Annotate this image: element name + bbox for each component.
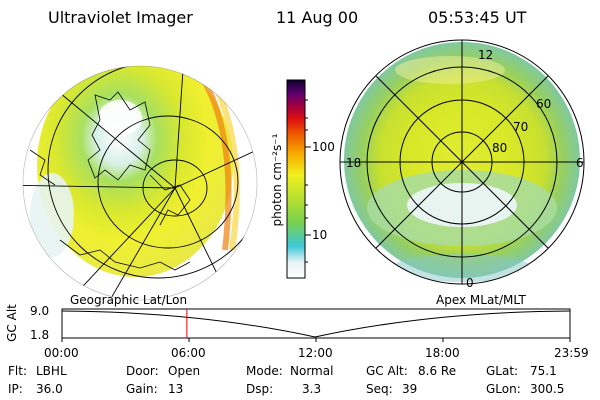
mlt-label-6: 6 xyxy=(576,156,584,170)
glat-value: 75.1 xyxy=(530,364,557,378)
colorbar-tick-10: 10 xyxy=(312,228,328,242)
door-value: Open xyxy=(168,364,201,378)
door-label: Door: xyxy=(126,364,159,378)
mlt-label-12: 12 xyxy=(478,48,494,62)
magnetic-map-panel xyxy=(339,39,585,285)
gc-alt-label: GC Alt: xyxy=(366,364,408,378)
timeline-x-tick: 23:59 xyxy=(554,346,589,360)
glon-value: 300.5 xyxy=(530,382,565,396)
colorbar-unit-label: photon cm⁻²s⁻¹ xyxy=(270,133,284,227)
dsp-value: 3.3 xyxy=(302,382,322,396)
seq-value: 39 xyxy=(402,382,418,396)
timeline-x-tick: 00:00 xyxy=(44,346,79,360)
timeline-x-tick: 18:00 xyxy=(425,346,460,360)
timeline-x-tick: 12:00 xyxy=(298,346,333,360)
gc-alt-value: 8.6 Re xyxy=(418,364,457,378)
filter-value: LBHL xyxy=(36,364,67,378)
timeline-y-tick-min: 1.8 xyxy=(30,328,50,342)
orbit-timeline xyxy=(61,308,571,342)
glon-label: GLon: xyxy=(486,382,521,396)
dsp-label: Dsp: xyxy=(246,382,274,396)
mlt-label-0: 0 xyxy=(466,276,474,290)
timeline-x-tick: 06:00 xyxy=(171,346,206,360)
observation-date: 11 Aug 00 xyxy=(276,8,359,27)
mlat-label-80: 80 xyxy=(492,141,508,155)
mode-value: Normal xyxy=(290,364,334,378)
timeline-axis-label: GC Alt xyxy=(5,304,19,342)
colorbar-tick-100: 100 xyxy=(312,140,335,154)
mode-label: Mode: xyxy=(246,364,283,378)
mlt-label-18: 18 xyxy=(346,156,362,170)
glat-label: GLat: xyxy=(486,364,519,378)
observation-time: 05:53:45 UT xyxy=(428,8,527,27)
mlat-label-60: 60 xyxy=(536,97,552,111)
gain-label: Gain: xyxy=(126,382,158,396)
timeline-y-tick-max: 9.0 xyxy=(30,304,50,318)
gain-value: 13 xyxy=(168,382,184,396)
color-bar xyxy=(286,79,311,279)
ip-label: IP: xyxy=(8,382,23,396)
seq-label: Seq: xyxy=(366,382,393,396)
mlat-label-70: 70 xyxy=(513,120,529,134)
geographic-map-panel xyxy=(22,65,258,301)
filter-label: Flt: xyxy=(8,364,27,378)
left-panel-label: Geographic Lat/Lon xyxy=(70,293,188,307)
ip-value: 36.0 xyxy=(36,382,63,396)
right-panel-label: Apex MLat/MLT xyxy=(436,293,526,307)
instrument-title: Ultraviolet Imager xyxy=(48,8,193,27)
